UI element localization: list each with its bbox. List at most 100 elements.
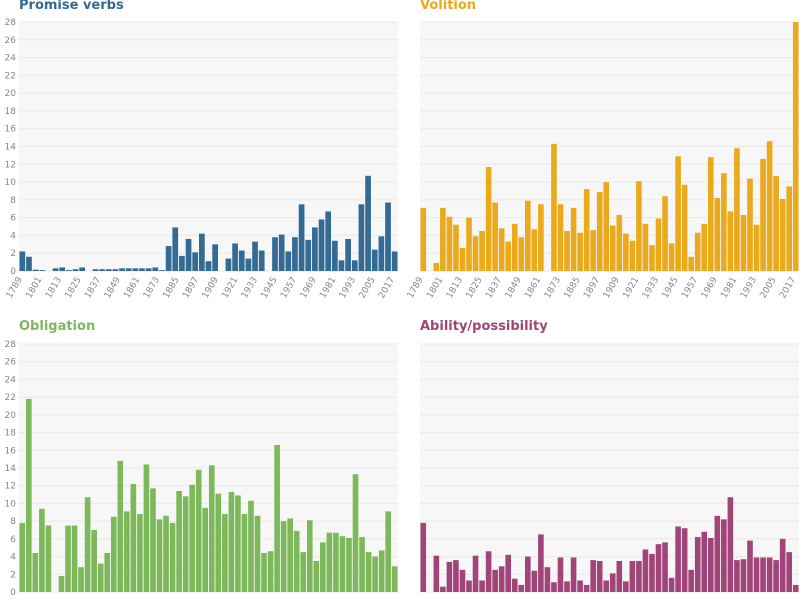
bar (208, 465, 215, 592)
bar (498, 228, 505, 271)
bar (531, 229, 538, 271)
bar (39, 508, 45, 592)
bar (91, 530, 97, 592)
bar (325, 211, 332, 271)
bar (577, 232, 583, 271)
bar (662, 196, 668, 271)
bar (773, 560, 779, 592)
bar (78, 567, 84, 592)
bar (616, 214, 623, 271)
bar (707, 157, 714, 271)
bar (112, 269, 119, 271)
y-tick-label: 22 (5, 71, 16, 81)
bar (280, 521, 287, 592)
bar (603, 580, 610, 592)
bar (143, 464, 150, 592)
bar (518, 237, 525, 271)
bar (727, 211, 734, 271)
bar (675, 526, 681, 592)
bar (747, 540, 753, 592)
bar (485, 166, 492, 271)
y-tick-label: 0 (10, 267, 16, 277)
y-tick-label: 26 (5, 358, 17, 368)
bar (358, 204, 365, 271)
bar (551, 143, 557, 271)
bar (212, 244, 219, 271)
bar (525, 200, 531, 271)
bar (557, 557, 564, 592)
bar (623, 233, 629, 271)
bar (292, 237, 298, 271)
bar (365, 552, 372, 592)
bar (26, 256, 32, 271)
bar (479, 580, 485, 592)
y-tick-label: 18 (5, 107, 17, 117)
bar (65, 525, 71, 592)
chart-title: Volition (420, 0, 477, 13)
bar (352, 474, 359, 592)
bar (485, 551, 492, 592)
bar (313, 561, 320, 592)
bar (45, 525, 52, 592)
bar (511, 578, 518, 592)
bar (642, 549, 649, 592)
bar (19, 522, 26, 592)
bar (433, 262, 440, 271)
bar (609, 573, 616, 592)
bar (156, 519, 163, 592)
bar (420, 522, 427, 592)
chart-title: Obligation (19, 319, 96, 334)
bar (169, 522, 176, 592)
bar (345, 238, 351, 271)
bar (228, 491, 235, 592)
bar (351, 260, 358, 271)
bar (740, 214, 747, 271)
bar (32, 553, 39, 592)
bar (371, 249, 378, 271)
bar (293, 530, 300, 592)
y-tick-label: 14 (5, 143, 17, 153)
bar (583, 189, 590, 271)
bar (365, 175, 371, 271)
bar (544, 567, 551, 592)
bar (179, 255, 185, 271)
bar (198, 233, 205, 271)
bar (333, 532, 339, 592)
bar (104, 553, 111, 592)
bar (714, 515, 721, 592)
bar (753, 557, 760, 592)
y-tick-label: 14 (5, 464, 17, 474)
bar (32, 269, 39, 271)
bar (649, 553, 655, 592)
bar (385, 511, 392, 592)
bar (564, 230, 570, 271)
bar (668, 243, 675, 271)
bar (747, 178, 753, 271)
bar (52, 268, 59, 271)
bar (453, 560, 459, 592)
bar (19, 251, 26, 271)
bar (792, 22, 799, 271)
bar (300, 552, 307, 592)
bar (753, 224, 760, 271)
bar (58, 576, 65, 592)
bar (472, 555, 479, 592)
bar (681, 184, 688, 271)
bar (261, 553, 267, 592)
bar (312, 227, 318, 271)
bar (130, 483, 137, 592)
bar (466, 217, 472, 271)
bar (609, 225, 616, 271)
bar (734, 148, 740, 271)
bar (675, 156, 681, 271)
bar (97, 563, 104, 592)
bar (215, 493, 222, 592)
bar (124, 511, 130, 592)
bar (225, 258, 232, 271)
bar (339, 536, 346, 592)
bar (701, 223, 708, 271)
bar (338, 260, 345, 271)
bar (306, 520, 313, 592)
bar (59, 267, 66, 271)
